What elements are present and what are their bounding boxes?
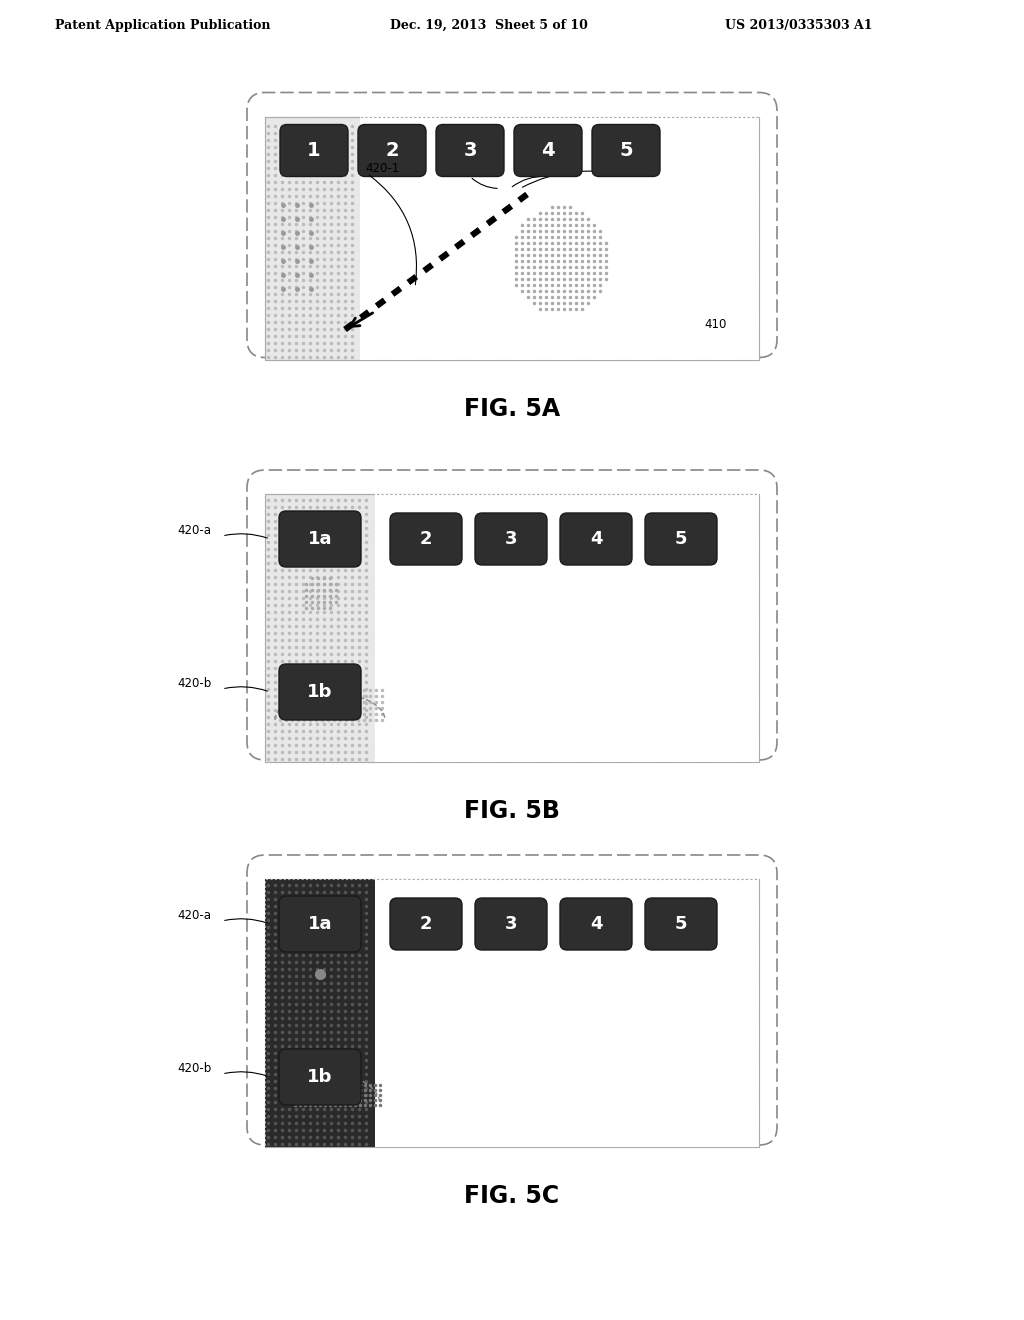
Text: 410: 410 — [705, 318, 726, 330]
FancyBboxPatch shape — [436, 124, 504, 177]
Text: 3: 3 — [505, 531, 517, 548]
FancyBboxPatch shape — [475, 513, 547, 565]
Text: FIG. 5C: FIG. 5C — [465, 1184, 559, 1208]
FancyBboxPatch shape — [358, 124, 426, 177]
Text: 420-b: 420-b — [177, 677, 211, 690]
FancyBboxPatch shape — [560, 898, 632, 950]
Text: 420-a: 420-a — [177, 524, 211, 537]
Text: 3: 3 — [505, 915, 517, 933]
Text: 420-1: 420-1 — [365, 161, 399, 174]
FancyBboxPatch shape — [645, 513, 717, 565]
FancyBboxPatch shape — [390, 513, 462, 565]
Text: FIG. 5B: FIG. 5B — [464, 799, 560, 822]
Bar — [265, 879, 375, 1147]
Text: 2: 2 — [385, 141, 398, 160]
Text: FIG. 5A: FIG. 5A — [464, 396, 560, 421]
FancyBboxPatch shape — [247, 470, 777, 760]
Bar — [360, 116, 759, 359]
Text: 1: 1 — [307, 141, 321, 160]
Text: 420-b: 420-b — [177, 1063, 211, 1074]
FancyBboxPatch shape — [514, 124, 582, 177]
Text: 1b: 1b — [307, 682, 333, 701]
Text: 5: 5 — [675, 531, 687, 548]
FancyBboxPatch shape — [390, 898, 462, 950]
Text: 1b: 1b — [307, 1068, 333, 1086]
FancyBboxPatch shape — [279, 664, 361, 719]
FancyBboxPatch shape — [560, 513, 632, 565]
Text: 420-a: 420-a — [177, 909, 211, 921]
Text: 5: 5 — [620, 141, 633, 160]
FancyBboxPatch shape — [280, 124, 348, 177]
FancyBboxPatch shape — [279, 1049, 361, 1105]
FancyBboxPatch shape — [247, 92, 777, 358]
Bar — [265, 494, 759, 762]
FancyBboxPatch shape — [645, 898, 717, 950]
FancyBboxPatch shape — [247, 855, 777, 1144]
FancyBboxPatch shape — [475, 898, 547, 950]
Bar — [265, 494, 759, 762]
Text: 2: 2 — [420, 915, 432, 933]
Bar — [375, 494, 759, 762]
Text: 2: 2 — [420, 531, 432, 548]
FancyBboxPatch shape — [279, 896, 361, 952]
Text: US 2013/0335303 A1: US 2013/0335303 A1 — [725, 18, 872, 32]
Bar — [265, 879, 759, 1147]
Text: 1a: 1a — [308, 915, 332, 933]
Text: Patent Application Publication: Patent Application Publication — [55, 18, 270, 32]
Bar — [265, 116, 759, 359]
FancyBboxPatch shape — [592, 124, 660, 177]
FancyBboxPatch shape — [279, 511, 361, 568]
Text: 5: 5 — [675, 915, 687, 933]
Bar — [265, 879, 759, 1147]
Text: 3: 3 — [463, 141, 477, 160]
Text: 1a: 1a — [308, 531, 332, 548]
Bar — [265, 116, 759, 359]
Text: 4: 4 — [590, 531, 602, 548]
Text: 4: 4 — [590, 915, 602, 933]
Text: Dec. 19, 2013  Sheet 5 of 10: Dec. 19, 2013 Sheet 5 of 10 — [390, 18, 588, 32]
Bar — [375, 879, 759, 1147]
Text: 4: 4 — [542, 141, 555, 160]
